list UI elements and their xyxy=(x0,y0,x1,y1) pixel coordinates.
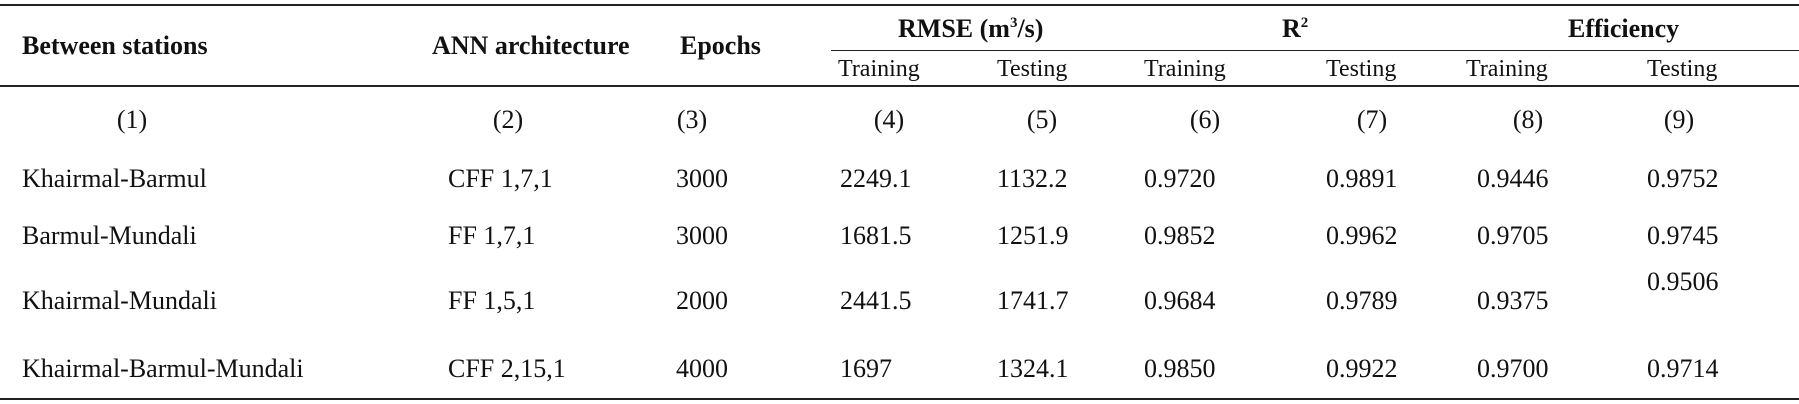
header-epochs: Epochs xyxy=(680,31,761,60)
row-eff-testing: 0.9714 xyxy=(1647,354,1719,383)
header-rmse: RMSE (m3/s) xyxy=(898,14,1044,43)
row-rmse-training: 1697 xyxy=(840,354,892,383)
table-bottom-rule xyxy=(0,398,1799,400)
column-number-6: (6) xyxy=(1189,105,1221,134)
subheader-rule xyxy=(831,50,1799,51)
row-r2-training: 0.9850 xyxy=(1144,354,1216,383)
table-top-rule xyxy=(0,4,1799,6)
row-r2-testing: 0.9789 xyxy=(1326,286,1398,315)
row-architecture: CFF 2,15,1 xyxy=(448,354,566,383)
column-number-4: (4) xyxy=(873,105,905,134)
column-number-1: (1) xyxy=(116,105,148,134)
row-rmse-testing: 1324.1 xyxy=(997,354,1069,383)
row-epochs: 4000 xyxy=(676,354,728,383)
row-r2-training: 0.9720 xyxy=(1144,164,1216,193)
row-epochs: 3000 xyxy=(676,221,728,250)
column-number-3: (3) xyxy=(676,105,708,134)
row-r2-testing: 0.9962 xyxy=(1326,221,1398,250)
subheader-rmse-testing: Testing xyxy=(997,56,1068,82)
row-architecture: FF 1,5,1 xyxy=(448,286,536,315)
row-eff-testing: 0.9752 xyxy=(1647,164,1719,193)
row-r2-training: 0.9684 xyxy=(1144,286,1216,315)
row-r2-training: 0.9852 xyxy=(1144,221,1216,250)
column-number-7: (7) xyxy=(1356,105,1388,134)
row-epochs: 2000 xyxy=(676,286,728,315)
header-efficiency: Efficiency xyxy=(1568,14,1680,43)
row-eff-testing: 0.9745 xyxy=(1647,221,1719,250)
row-stations: Khairmal-Barmul-Mundali xyxy=(22,354,304,383)
row-eff-testing: 0.9506 xyxy=(1647,267,1719,296)
row-stations: Khairmal-Barmul xyxy=(22,164,207,193)
row-architecture: FF 1,7,1 xyxy=(448,221,536,250)
row-eff-training: 0.9700 xyxy=(1477,354,1549,383)
subheader-r2-training: Training xyxy=(1144,56,1226,82)
row-r2-testing: 0.9922 xyxy=(1326,354,1398,383)
header-ann-architecture: ANN architecture xyxy=(432,31,630,60)
subheader-eff-testing: Testing xyxy=(1647,56,1718,82)
column-number-5: (5) xyxy=(1026,105,1058,134)
row-eff-training: 0.9705 xyxy=(1477,221,1549,250)
row-architecture: CFF 1,7,1 xyxy=(448,164,553,193)
row-rmse-training: 1681.5 xyxy=(840,221,912,250)
row-epochs: 3000 xyxy=(676,164,728,193)
row-stations: Barmul-Mundali xyxy=(22,221,197,250)
row-eff-training: 0.9446 xyxy=(1477,164,1549,193)
row-rmse-testing: 1741.7 xyxy=(997,286,1069,315)
row-rmse-testing: 1251.9 xyxy=(997,221,1069,250)
row-stations: Khairmal-Mundali xyxy=(22,286,217,315)
subheader-rmse-training: Training xyxy=(838,56,920,82)
row-rmse-training: 2441.5 xyxy=(840,286,912,315)
row-r2-testing: 0.9891 xyxy=(1326,164,1398,193)
subheader-eff-training: Training xyxy=(1466,56,1548,82)
column-number-9: (9) xyxy=(1663,105,1695,134)
row-rmse-training: 2249.1 xyxy=(840,164,912,193)
header-bottom-rule xyxy=(0,85,1799,87)
row-rmse-testing: 1132.2 xyxy=(997,164,1068,193)
column-number-2: (2) xyxy=(492,105,524,134)
header-between-stations: Between stations xyxy=(22,31,208,60)
row-eff-training: 0.9375 xyxy=(1477,286,1549,315)
column-number-8: (8) xyxy=(1512,105,1544,134)
subheader-r2-testing: Testing xyxy=(1326,56,1397,82)
header-r2: R2 xyxy=(1282,14,1309,43)
